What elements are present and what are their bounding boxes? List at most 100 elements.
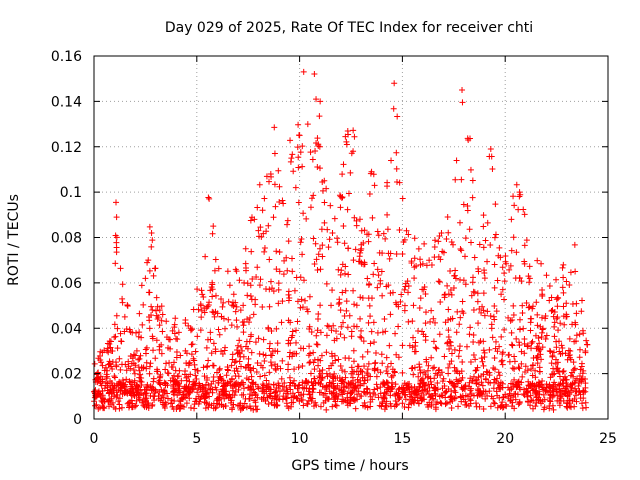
data-point	[445, 386, 452, 393]
data-point	[554, 314, 561, 321]
data-point	[550, 349, 557, 356]
data-point	[438, 369, 445, 376]
data-point	[206, 195, 213, 202]
data-point	[430, 338, 437, 345]
data-point	[429, 365, 436, 372]
data-point	[361, 363, 368, 370]
data-point	[568, 384, 575, 391]
data-point	[338, 323, 345, 330]
data-point	[361, 399, 368, 406]
data-point	[136, 329, 143, 336]
data-point	[459, 392, 466, 399]
data-point	[216, 331, 223, 338]
data-point	[220, 383, 227, 390]
data-point	[367, 393, 374, 400]
data-point	[268, 362, 275, 369]
data-point	[487, 146, 494, 153]
data-point	[410, 390, 417, 397]
data-point	[142, 275, 149, 282]
data-point	[324, 322, 331, 329]
data-point	[128, 397, 135, 404]
data-point	[419, 380, 426, 387]
data-point	[260, 394, 267, 401]
data-point	[437, 256, 444, 263]
data-point	[234, 402, 241, 409]
data-point	[513, 249, 520, 256]
data-point	[468, 292, 475, 299]
data-point	[526, 263, 533, 270]
x-axis-label: GPS time / hours	[291, 458, 408, 474]
data-point	[295, 154, 302, 161]
data-point	[438, 400, 445, 407]
data-point	[159, 311, 166, 318]
data-point	[414, 386, 421, 393]
data-point	[334, 382, 341, 389]
data-point	[445, 334, 452, 341]
data-point	[183, 374, 190, 381]
data-point	[390, 105, 397, 112]
data-point	[451, 384, 458, 391]
data-point	[338, 267, 345, 274]
data-point	[521, 242, 528, 249]
data-point	[526, 275, 533, 282]
data-point	[509, 342, 516, 349]
data-point	[323, 370, 330, 377]
data-point	[185, 383, 192, 390]
data-point	[317, 302, 324, 309]
data-point	[119, 377, 126, 384]
data-point	[194, 367, 201, 374]
data-point	[386, 255, 393, 262]
data-point	[330, 389, 337, 396]
data-point	[215, 265, 222, 272]
data-point	[146, 267, 153, 274]
data-point	[345, 190, 352, 197]
data-point	[248, 296, 255, 303]
data-point	[206, 385, 213, 392]
data-point	[276, 183, 283, 190]
data-point	[295, 164, 302, 171]
data-point	[406, 380, 413, 387]
data-point	[422, 309, 429, 316]
data-point	[402, 283, 409, 290]
data-point	[249, 392, 256, 399]
data-point	[394, 113, 401, 120]
data-point	[236, 337, 243, 344]
data-point	[245, 355, 252, 362]
data-point	[339, 378, 346, 385]
data-point	[169, 375, 176, 382]
data-point	[370, 319, 377, 326]
data-point	[316, 368, 323, 375]
data-point	[140, 301, 147, 308]
data-point	[456, 343, 463, 350]
data-point	[111, 321, 118, 328]
data-point	[536, 391, 543, 398]
data-point	[337, 193, 344, 200]
data-point	[284, 267, 291, 274]
data-point	[576, 354, 583, 361]
data-point	[279, 298, 286, 305]
data-point	[552, 360, 559, 367]
data-point	[228, 322, 235, 329]
data-point	[566, 281, 573, 288]
data-point	[499, 357, 506, 364]
data-point	[444, 340, 451, 347]
data-point	[474, 290, 481, 297]
data-point	[310, 235, 317, 242]
data-point	[163, 401, 170, 408]
data-point	[355, 371, 362, 378]
data-point	[186, 378, 193, 385]
data-point	[304, 121, 311, 128]
x-tick-label: 20	[496, 431, 514, 447]
data-point	[257, 276, 264, 283]
data-point	[515, 364, 522, 371]
data-point	[337, 331, 344, 338]
data-point	[374, 385, 381, 392]
data-point	[415, 328, 422, 335]
data-point	[292, 382, 299, 389]
data-point	[335, 356, 342, 363]
data-point	[480, 212, 487, 219]
data-point	[209, 362, 216, 369]
data-point	[142, 396, 149, 403]
data-point	[202, 405, 209, 412]
data-point	[516, 326, 523, 333]
